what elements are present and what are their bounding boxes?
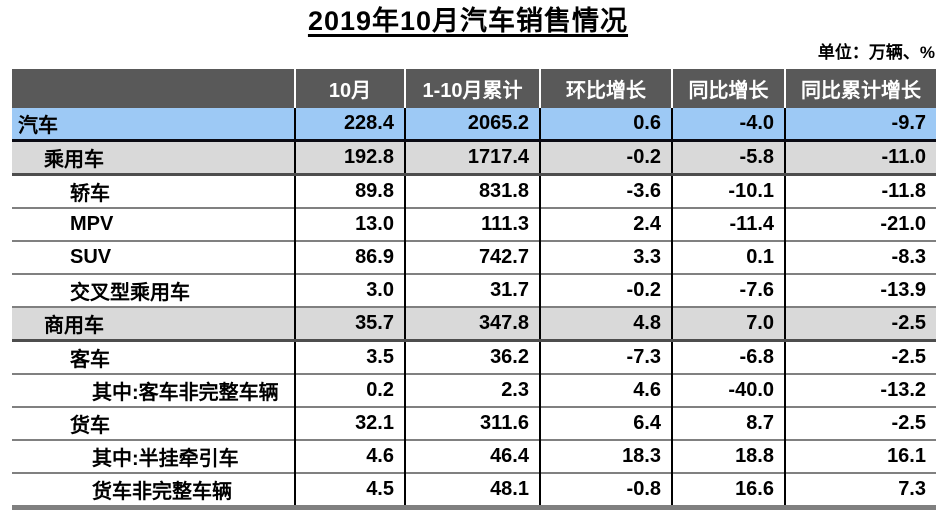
table-row: 货车非完整车辆 4.5 48.1 -0.8 16.6 7.3 — [12, 472, 936, 508]
value-cell: -9.7 — [784, 108, 936, 141]
sales-table-body: 汽车 228.4 2065.2 0.6 -4.0 -9.7 乘用车 192.8 1717.4 -0… — [12, 108, 936, 508]
value-cell: 32.1 — [294, 406, 405, 440]
value-cell: 311.6 — [404, 406, 540, 440]
value-cell: 89.8 — [294, 174, 405, 209]
row-label: 汽车 — [18, 115, 58, 138]
value-cell: 18.8 — [671, 439, 785, 473]
value-cell: -10.1 — [671, 174, 785, 209]
value-cell: 2065.2 — [404, 108, 540, 141]
value-cell: 111.3 — [404, 208, 540, 242]
value-cell: -0.2 — [539, 140, 672, 175]
table-row: 货车 32.1 311.6 6.4 8.7 -2.5 — [12, 406, 936, 440]
value-cell: -6.8 — [671, 340, 785, 374]
value-cell: 6.4 — [539, 406, 672, 440]
value-cell: -5.8 — [671, 140, 785, 175]
column-header: 环比增长 — [539, 69, 672, 108]
row-label: 货车非完整车辆 — [92, 480, 232, 503]
value-cell: 1717.4 — [404, 140, 540, 175]
value-cell: -2.5 — [784, 340, 936, 374]
table-row: 其中:半挂牵引车 4.6 46.4 18.3 18.8 16.1 — [12, 439, 936, 473]
value-cell: -8.3 — [784, 241, 936, 274]
value-cell: -0.8 — [539, 472, 672, 508]
page-title: 2019年10月汽车销售情况 — [307, 6, 629, 36]
table-row: 汽车 228.4 2065.2 0.6 -4.0 -9.7 — [12, 108, 936, 141]
column-header — [12, 69, 295, 108]
value-cell: -0.2 — [539, 273, 672, 307]
row-label: 其中:客车非完整车辆 — [92, 381, 279, 404]
value-cell: 3.3 — [539, 241, 672, 274]
row-label: 交叉型乘用车 — [70, 281, 190, 304]
value-cell: 3.5 — [294, 340, 405, 374]
table-row: MPV 13.0 111.3 2.4 -11.4 -21.0 — [12, 208, 936, 242]
value-cell: 3.0 — [294, 273, 405, 307]
value-cell: -11.8 — [784, 174, 936, 209]
value-cell: 347.8 — [404, 306, 540, 341]
value-cell: 31.7 — [404, 273, 540, 307]
row-label: 客车 — [70, 348, 110, 371]
value-cell: -2.5 — [784, 306, 936, 341]
sales-table: 10月 1-10月累计 环比增长 同比增长 同比累计增长 汽车 228.4 2065.2 0.… — [12, 69, 936, 510]
unit-note: 单位：万辆、% — [817, 43, 935, 62]
value-cell: 36.2 — [404, 340, 540, 374]
table-row: 其中:客车非完整车辆 0.2 2.3 4.6 -40.0 -13.2 — [12, 373, 936, 407]
column-header: 同比增长 — [671, 69, 785, 108]
value-cell: 4.5 — [294, 472, 405, 508]
table-row: 乘用车 192.8 1717.4 -0.2 -5.8 -11.0 — [12, 140, 936, 175]
column-header: 1-10月累计 — [404, 69, 540, 108]
value-cell: 16.1 — [784, 439, 936, 473]
value-cell: -3.6 — [539, 174, 672, 209]
table-row: 商用车 35.7 347.8 4.8 7.0 -2.5 — [12, 306, 936, 341]
value-cell: -11.4 — [671, 208, 785, 242]
value-cell: -13.2 — [784, 373, 936, 407]
value-cell: 4.6 — [294, 439, 405, 473]
value-cell: 0.1 — [671, 241, 785, 274]
value-cell: 0.2 — [294, 373, 405, 407]
value-cell: -7.3 — [539, 340, 672, 374]
row-label: 其中:半挂牵引车 — [92, 447, 239, 470]
row-label: MPV — [70, 213, 114, 236]
value-cell: -21.0 — [784, 208, 936, 242]
value-cell: -2.5 — [784, 406, 936, 440]
value-cell: 7.3 — [784, 472, 936, 508]
column-header: 10月 — [294, 69, 405, 108]
table-row: 轿车 89.8 831.8 -3.6 -10.1 -11.8 — [12, 174, 936, 209]
value-cell: 192.8 — [294, 140, 405, 175]
value-cell: 2.3 — [404, 373, 540, 407]
row-label: 商用车 — [44, 314, 104, 337]
value-cell: 4.6 — [539, 373, 672, 407]
table-row: SUV 86.9 742.7 3.3 0.1 -8.3 — [12, 241, 936, 274]
row-label: SUV — [70, 245, 112, 268]
value-cell: 13.0 — [294, 208, 405, 242]
value-cell: 16.6 — [671, 472, 785, 508]
value-cell: 831.8 — [404, 174, 540, 209]
value-cell: 8.7 — [671, 406, 785, 440]
value-cell: 48.1 — [404, 472, 540, 508]
value-cell: 7.0 — [671, 306, 785, 341]
value-cell: -11.0 — [784, 140, 936, 175]
value-cell: 35.7 — [294, 306, 405, 341]
value-cell: -7.6 — [671, 273, 785, 307]
value-cell: 46.4 — [404, 439, 540, 473]
value-cell: 4.8 — [539, 306, 672, 341]
value-cell: -13.9 — [784, 273, 936, 307]
row-label: 乘用车 — [44, 149, 104, 172]
value-cell: 228.4 — [294, 108, 405, 141]
row-label: 货车 — [70, 414, 110, 437]
value-cell: 0.6 — [539, 108, 672, 141]
column-header: 同比累计增长 — [784, 69, 936, 108]
value-cell: 2.4 — [539, 208, 672, 242]
table-row: 交叉型乘用车 3.0 31.7 -0.2 -7.6 -13.9 — [12, 273, 936, 307]
row-label: 轿车 — [70, 183, 110, 206]
value-cell: 18.3 — [539, 439, 672, 473]
value-cell: 742.7 — [404, 241, 540, 274]
value-cell: -40.0 — [671, 373, 785, 407]
value-cell: -4.0 — [671, 108, 785, 141]
table-header-row: 10月 1-10月累计 环比增长 同比增长 同比累计增长 — [12, 69, 936, 108]
value-cell: 86.9 — [294, 241, 405, 274]
table-row: 客车 3.5 36.2 -7.3 -6.8 -2.5 — [12, 340, 936, 374]
